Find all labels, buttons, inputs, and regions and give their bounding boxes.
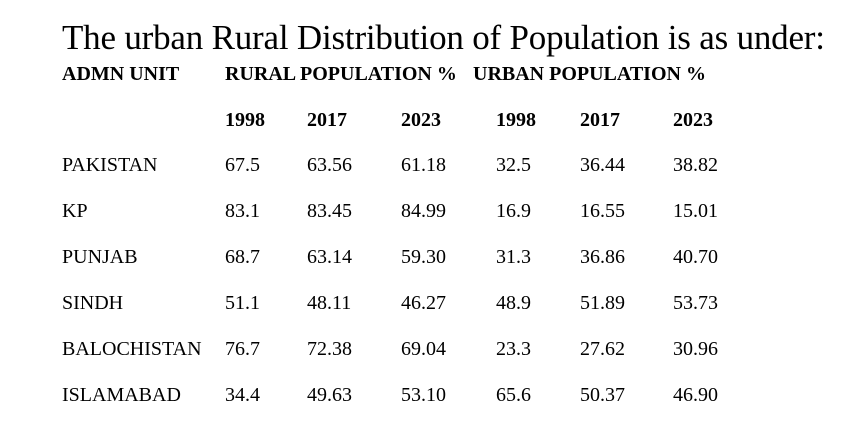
table-cell: 40.70: [673, 246, 718, 268]
table-cell: 46.27: [401, 292, 446, 314]
year-rural-2017: 2017: [307, 109, 347, 131]
table-cell: 65.6: [496, 384, 531, 406]
table-cell: 15.01: [673, 200, 718, 222]
table-cell: 76.7: [225, 338, 260, 360]
table-cell: 63.56: [307, 154, 352, 176]
table-cell: 68.7: [225, 246, 260, 268]
table-cell: 59.30: [401, 246, 446, 268]
table-cell: 31.3: [496, 246, 531, 268]
row-unit-sindh: SINDH: [62, 292, 124, 314]
table-cell: 72.38: [307, 338, 352, 360]
row-unit-pakistan: PAKISTAN: [62, 154, 158, 176]
table-cell: 53.73: [673, 292, 718, 314]
header-urban-population: URBAN POPULATION %: [473, 63, 706, 85]
table-cell: 83.1: [225, 200, 260, 222]
table-cell: 30.96: [673, 338, 718, 360]
table-cell: 48.11: [307, 292, 352, 314]
table-cell: 69.04: [401, 338, 446, 360]
table-cell: 51.1: [225, 292, 260, 314]
table-cell: 63.14: [307, 246, 352, 268]
table-cell: 50.37: [580, 384, 625, 406]
year-rural-1998: 1998: [225, 109, 265, 131]
table-cell: 84.99: [401, 200, 446, 222]
table-cell: 61.18: [401, 154, 446, 176]
row-unit-kp: KP: [62, 200, 88, 222]
header-rural-population: RURAL POPULATION %: [225, 63, 457, 85]
year-rural-2023: 2023: [401, 109, 441, 131]
table-cell: 23.3: [496, 338, 531, 360]
table-cell: 16.55: [580, 200, 625, 222]
page-title: The urban Rural Distribution of Populati…: [62, 18, 825, 57]
table-cell: 48.9: [496, 292, 531, 314]
header-admn-unit: ADMN UNIT: [62, 63, 180, 85]
table-cell: 16.9: [496, 200, 531, 222]
table-cell: 67.5: [225, 154, 260, 176]
table-cell: 36.86: [580, 246, 625, 268]
table-cell: 27.62: [580, 338, 625, 360]
table-cell: 51.89: [580, 292, 625, 314]
table-cell: 46.90: [673, 384, 718, 406]
table-cell: 49.63: [307, 384, 352, 406]
year-urban-2017: 2017: [580, 109, 620, 131]
row-unit-balochistan: BALOCHISTAN: [62, 338, 202, 360]
table-cell: 34.4: [225, 384, 260, 406]
table-cell: 38.82: [673, 154, 718, 176]
row-unit-islamabad: ISLAMABAD: [62, 384, 181, 406]
table-cell: 83.45: [307, 200, 352, 222]
table-cell: 53.10: [401, 384, 446, 406]
year-urban-1998: 1998: [496, 109, 536, 131]
table-cell: 32.5: [496, 154, 531, 176]
year-urban-2023: 2023: [673, 109, 713, 131]
table-cell: 36.44: [580, 154, 625, 176]
row-unit-punjab: PUNJAB: [62, 246, 138, 268]
